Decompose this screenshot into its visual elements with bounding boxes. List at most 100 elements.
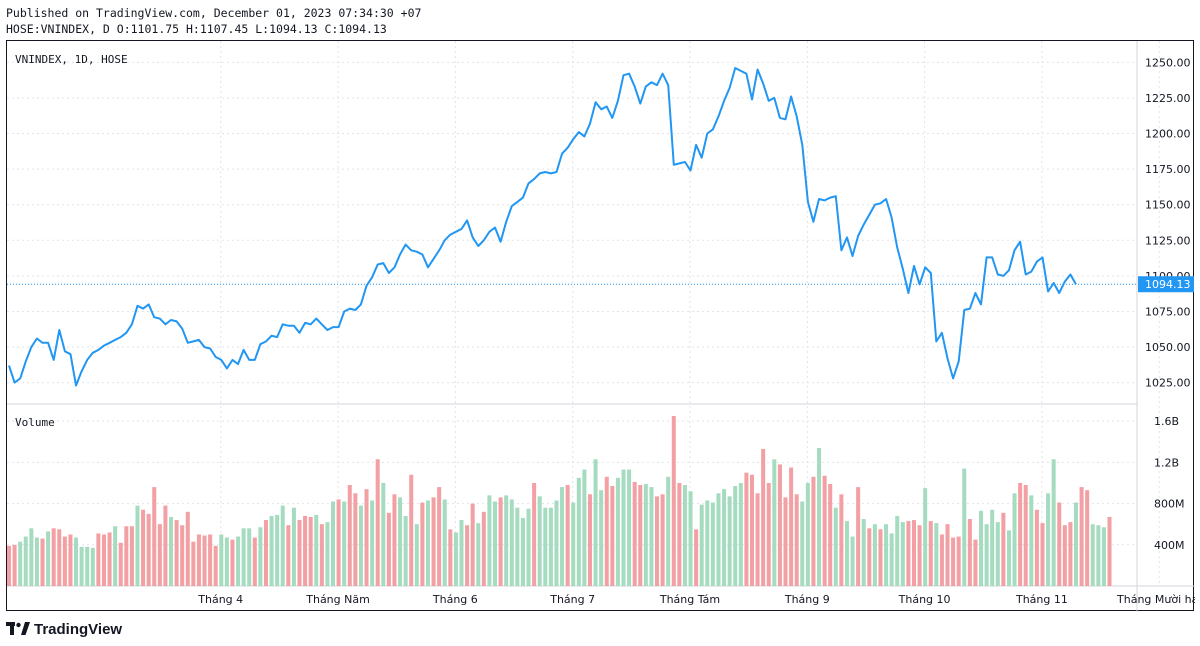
volume-bar bbox=[509, 499, 514, 586]
volume-bar bbox=[124, 526, 129, 586]
volume-bar bbox=[939, 534, 944, 586]
volume-bar bbox=[247, 528, 252, 586]
volume-bar bbox=[593, 459, 598, 586]
volume-bar bbox=[565, 485, 570, 586]
volume-bar bbox=[828, 484, 833, 586]
volume-bar bbox=[833, 507, 838, 586]
tradingview-logo[interactable]: TradingView bbox=[6, 620, 122, 638]
volume-bar bbox=[526, 508, 531, 586]
y-tick-label: 1125.00 bbox=[1145, 234, 1191, 247]
volume-bar bbox=[632, 481, 637, 586]
volume-bar bbox=[370, 500, 375, 586]
last-price-badge bbox=[1138, 276, 1194, 293]
volume-bar bbox=[448, 529, 453, 586]
volume-bar bbox=[241, 528, 246, 586]
volume-bar bbox=[12, 544, 17, 586]
volume-bar bbox=[967, 519, 972, 586]
volume-bar bbox=[163, 505, 168, 586]
volume-bar bbox=[621, 469, 626, 586]
x-tick-label: Tháng Tám bbox=[659, 593, 720, 606]
volume-bar bbox=[934, 523, 939, 586]
volume-bar bbox=[18, 541, 23, 586]
volume-bar bbox=[571, 502, 576, 586]
volume-bar bbox=[493, 501, 498, 586]
volume-bar bbox=[29, 528, 34, 586]
volume-bar bbox=[79, 546, 84, 586]
volume-bar bbox=[917, 525, 922, 586]
volume-bar bbox=[213, 545, 218, 586]
volume-bar bbox=[23, 536, 28, 586]
volume-bar bbox=[850, 536, 855, 586]
volume-bar bbox=[979, 510, 984, 586]
ohlc-info: HOSE:VNINDEX, D O:1101.75 H:1107.45 L:10… bbox=[6, 22, 387, 36]
volume-bar bbox=[761, 448, 766, 586]
x-tick-label: Tháng 7 bbox=[549, 593, 595, 606]
volume-bar bbox=[202, 535, 207, 586]
volume-bar bbox=[772, 459, 777, 586]
volume-bar bbox=[956, 536, 961, 586]
volume-bar bbox=[777, 464, 782, 586]
volume-bar bbox=[219, 534, 224, 586]
volume-bar bbox=[1090, 524, 1095, 586]
volume-bar bbox=[297, 520, 302, 586]
volume-bar bbox=[666, 476, 671, 586]
volume-bar bbox=[107, 532, 112, 586]
volume-bar bbox=[548, 507, 553, 586]
volume-bar bbox=[984, 524, 989, 586]
volume-bar bbox=[437, 487, 442, 586]
volume-bar bbox=[560, 487, 565, 586]
volume-bar bbox=[1073, 502, 1079, 586]
volume-bar bbox=[867, 528, 872, 586]
volume-bar bbox=[7, 545, 12, 586]
volume-bar bbox=[113, 526, 118, 586]
volume-bar bbox=[805, 482, 810, 586]
volume-bar bbox=[643, 484, 648, 586]
volume-bar bbox=[627, 469, 632, 586]
volume-bar bbox=[582, 469, 587, 586]
volume-bar bbox=[889, 533, 894, 586]
volume-bar bbox=[615, 477, 620, 586]
y-tick-label: 1075.00 bbox=[1145, 305, 1191, 318]
chart-frame[interactable]: 1025.001050.001075.001100.001125.001150.… bbox=[6, 40, 1195, 612]
volume-bar bbox=[319, 524, 324, 586]
volume-bar bbox=[576, 477, 581, 586]
volume-bar bbox=[1062, 525, 1067, 586]
volume-bar bbox=[74, 537, 79, 586]
volume-bar bbox=[101, 534, 106, 586]
volume-bar bbox=[856, 487, 861, 586]
volume-bar bbox=[85, 546, 90, 586]
volume-bar bbox=[224, 537, 229, 586]
volume-bar bbox=[1023, 485, 1028, 586]
volume-bar bbox=[744, 472, 749, 586]
volume-bar bbox=[135, 505, 140, 586]
volume-bar bbox=[1068, 522, 1073, 586]
volume-bar bbox=[671, 416, 676, 586]
volume-bar bbox=[694, 529, 699, 586]
volume-bar bbox=[537, 496, 542, 586]
volume-bar bbox=[487, 495, 492, 586]
chart-svg[interactable]: 1025.001050.001075.001100.001125.001150.… bbox=[7, 41, 1195, 612]
volume-bar bbox=[269, 515, 274, 586]
volume-bar bbox=[314, 514, 319, 586]
volume-tick-label: 400M bbox=[1154, 539, 1185, 552]
volume-bar bbox=[1107, 516, 1112, 586]
volume-bar bbox=[688, 491, 693, 586]
brand-name: TradingView bbox=[34, 620, 123, 638]
volume-bar bbox=[995, 522, 1000, 586]
volume-bar bbox=[403, 515, 408, 586]
volume-bar bbox=[40, 538, 45, 586]
volume-bar bbox=[196, 534, 201, 586]
volume-bar bbox=[800, 501, 805, 586]
volume-bar bbox=[844, 521, 849, 586]
volume-bar bbox=[1085, 490, 1090, 586]
volume-bar bbox=[34, 537, 39, 586]
volume-bar bbox=[951, 537, 956, 586]
volume-bar bbox=[459, 520, 464, 586]
volume-bar bbox=[839, 494, 844, 586]
volume-bar bbox=[599, 490, 604, 586]
volume-bar bbox=[375, 459, 380, 586]
volume-bar bbox=[811, 476, 816, 586]
publish-info: Published on TradingView.com, December 0… bbox=[6, 6, 422, 20]
volume-bar bbox=[275, 514, 280, 586]
volume-bar bbox=[476, 523, 481, 586]
